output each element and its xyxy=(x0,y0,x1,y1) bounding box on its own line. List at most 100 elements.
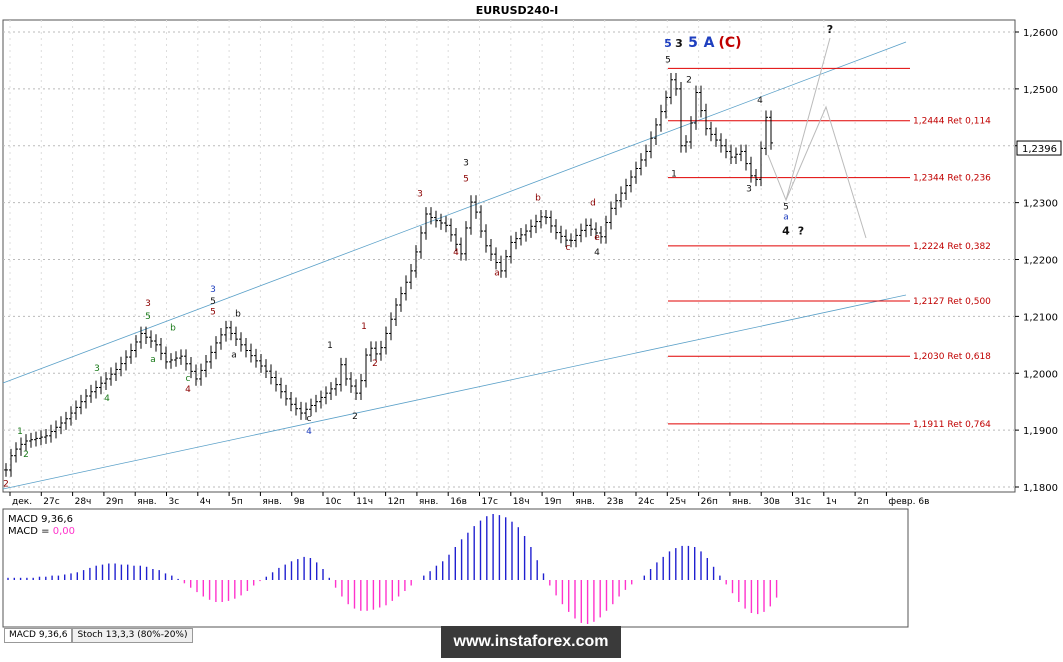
wave-label: b xyxy=(235,309,241,319)
wave-label: 4 xyxy=(782,224,790,237)
wave-label: 3 xyxy=(463,159,469,169)
current-price-box xyxy=(1016,140,1062,156)
channel-upper-line xyxy=(2,41,907,384)
wave-label: 3 xyxy=(210,285,216,295)
time-tick-label: 26п xyxy=(701,497,718,507)
time-tick-label: 5п xyxy=(231,497,243,507)
time-tick-label: янв. xyxy=(137,497,156,507)
wave-label: 2 xyxy=(352,412,358,422)
wave-label: ? xyxy=(798,224,804,237)
time-tick-label: янв. xyxy=(575,497,594,507)
wave-label: 4 xyxy=(594,248,600,258)
wave-label: 4 xyxy=(185,385,191,395)
time-tick-label: янв. xyxy=(419,497,438,507)
wave-header-label: (C) xyxy=(718,35,741,51)
time-tick-label: 3c xyxy=(169,497,180,507)
time-tick-label: янв. xyxy=(732,497,751,507)
time-tick-label: дек. xyxy=(12,497,32,507)
wave-label: 1 xyxy=(17,427,23,437)
wave-label: c xyxy=(566,243,571,253)
price-tick-label: 1,2600 xyxy=(1023,28,1058,39)
wave-label: 2 xyxy=(3,479,9,489)
time-tick-label: февр. 6в xyxy=(888,497,929,507)
macd-value: 0,00 xyxy=(53,526,75,537)
wave-label: 5 xyxy=(783,202,789,212)
price-tick-label: 1,2300 xyxy=(1023,199,1058,210)
fib-label: 1,2127 Ret 0,500 xyxy=(913,297,991,307)
macd-title: MACD 9,36,6 xyxy=(8,514,73,525)
time-tick-label: 11ч xyxy=(356,497,373,507)
time-tick-label: 17с xyxy=(482,497,498,507)
macd-value-label: MACD = 0,00 xyxy=(8,526,75,537)
time-tick-label: 30в xyxy=(763,497,780,507)
fib-label: 1,2224 Ret 0,382 xyxy=(913,242,991,252)
fib-label: 1,2030 Ret 0,618 xyxy=(913,352,991,362)
tab-stoch[interactable]: Stoch 13,3,3 (80%-20%) xyxy=(72,628,193,643)
time-tick-label: 10с xyxy=(325,497,341,507)
wave-label: 2 xyxy=(686,76,692,86)
wave-header-label: 3 xyxy=(675,37,683,50)
wave-label: 5 xyxy=(665,56,671,66)
wave-label: a xyxy=(150,355,156,365)
channel-lower-line xyxy=(2,294,907,490)
wave-label: b xyxy=(535,193,541,203)
wave-label: 5 xyxy=(210,297,216,307)
projection-path-down xyxy=(785,105,867,239)
wave-label: 1 xyxy=(671,169,677,179)
time-tick-label: 24с xyxy=(638,497,654,507)
wave-label: 5 xyxy=(463,175,469,185)
wave-label: 2 xyxy=(23,450,29,460)
wave-label: a xyxy=(783,213,789,223)
time-tick-label: 29п xyxy=(106,497,123,507)
time-tick-label: 2п xyxy=(857,497,869,507)
wave-label: 1 xyxy=(327,341,333,351)
tab-macd[interactable]: MACD 9,36,6 xyxy=(4,628,73,643)
time-tick-label: 19п xyxy=(544,497,561,507)
wave-header-label: 5 xyxy=(664,37,672,50)
fib-label: 1,2444 Ret 0,114 xyxy=(913,117,991,127)
current-price-label: 1,2396 xyxy=(1022,144,1057,155)
wave-label: 4 xyxy=(453,248,459,258)
wave-label: 5 xyxy=(210,308,216,318)
wave-label: 2 xyxy=(372,359,378,369)
wave-label: 4 xyxy=(757,96,763,106)
price-tick-label: 1,1900 xyxy=(1023,426,1058,437)
fib-label: 1,2344 Ret 0,236 xyxy=(913,174,991,184)
wave-header-label: A xyxy=(704,35,715,51)
price-tick-label: 1,2100 xyxy=(1023,312,1058,323)
time-tick-label: 28ч xyxy=(75,497,92,507)
price-tick-label: 1,2000 xyxy=(1023,369,1058,380)
wave-label: ? xyxy=(827,23,833,36)
time-tick-label: 31с xyxy=(795,497,811,507)
wave-label: 4 xyxy=(104,394,110,404)
wave-label: e xyxy=(594,233,600,243)
time-tick-label: 1ч xyxy=(826,497,837,507)
wave-label: a xyxy=(231,350,237,360)
wave-label: c xyxy=(186,374,191,384)
wave-label: c xyxy=(307,414,312,424)
time-tick-label: 25ч xyxy=(669,497,686,507)
wave-label: 3 xyxy=(746,184,752,194)
time-tick-label: 27c xyxy=(43,497,59,507)
time-tick-label: 23в xyxy=(607,497,624,507)
wave-label: 5 xyxy=(145,312,151,322)
indicator-tabs: MACD 9,36,6 Stoch 13,3,3 (80%-20%) xyxy=(4,628,193,643)
time-tick-label: янв. xyxy=(262,497,281,507)
price-tick-label: 1,1800 xyxy=(1023,483,1058,494)
wave-label: b xyxy=(170,324,176,334)
watermark-banner[interactable]: www.instaforex.com xyxy=(441,626,621,658)
wave-label: 1 xyxy=(361,322,367,332)
wave-label: a xyxy=(494,268,500,278)
wave-label: d xyxy=(590,198,596,208)
wave-label: 3 xyxy=(94,364,100,374)
chart-title: EURUSD240-I xyxy=(476,4,559,17)
time-tick-label: 18ч xyxy=(513,497,530,507)
wave-label: 3 xyxy=(145,299,151,309)
time-tick-label: 9в xyxy=(294,497,305,507)
fib-label: 1,1911 Ret 0,764 xyxy=(913,420,991,430)
wave-header-label: 5 xyxy=(688,35,698,51)
main-plot-frame xyxy=(2,19,1016,493)
price-tick-label: 1,2500 xyxy=(1023,85,1058,96)
